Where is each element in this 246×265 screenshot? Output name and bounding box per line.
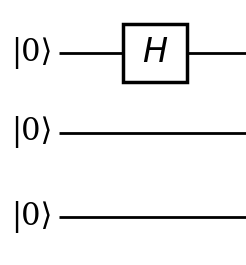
Bar [123,24,187,82]
Text: |0⟩: |0⟩ [11,37,53,69]
Text: $\mathit{H}$: $\mathit{H}$ [142,37,168,69]
Text: |0⟩: |0⟩ [11,201,53,233]
Text: |0⟩: |0⟩ [11,117,53,148]
